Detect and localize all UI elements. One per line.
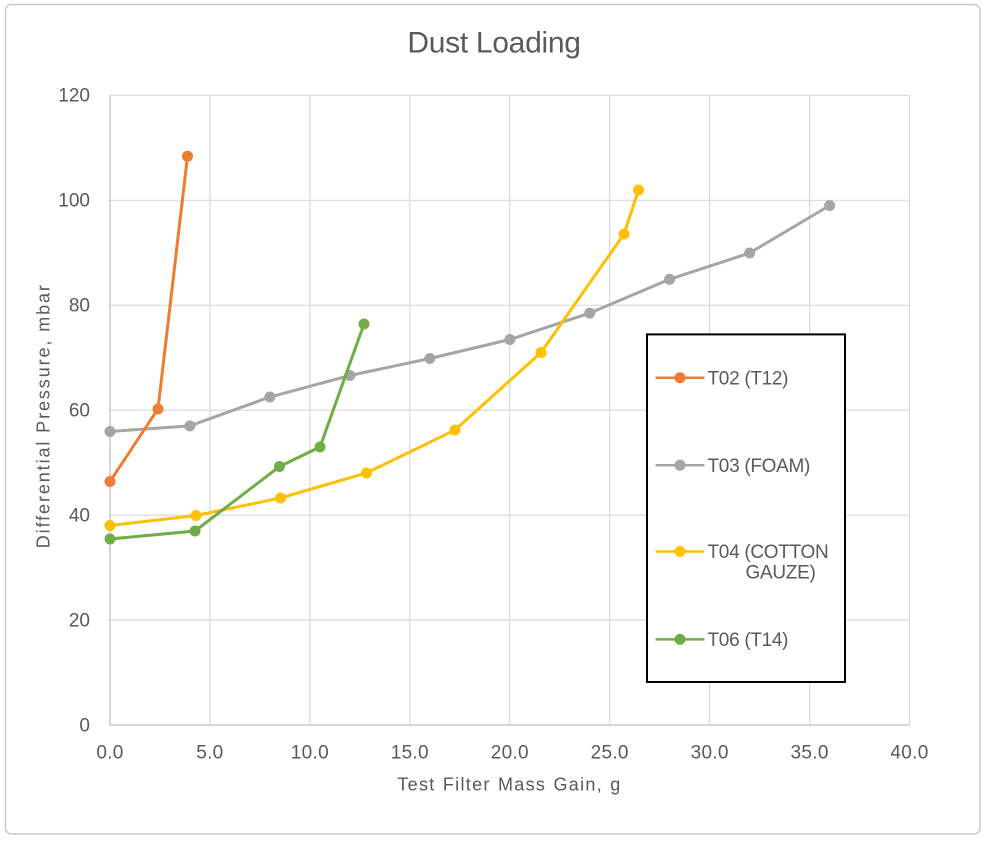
svg-text:20: 20 (69, 610, 90, 631)
svg-text:GAUZE): GAUZE) (746, 562, 816, 583)
svg-text:25.0: 25.0 (591, 742, 629, 763)
svg-text:Dust Loading: Dust Loading (407, 27, 580, 60)
svg-text:100: 100 (58, 191, 90, 212)
svg-text:5.0: 5.0 (196, 742, 223, 763)
svg-text:120: 120 (58, 86, 90, 107)
svg-text:0: 0 (79, 715, 90, 736)
svg-text:30.0: 30.0 (691, 742, 729, 763)
svg-text:Differential Pressure, mbar: Differential Pressure, mbar (34, 283, 54, 548)
svg-text:15.0: 15.0 (391, 742, 429, 763)
svg-text:T06 (T14): T06 (T14) (708, 630, 789, 651)
svg-text:0.0: 0.0 (96, 742, 123, 763)
svg-text:T04 (COTTON: T04 (COTTON (708, 542, 829, 563)
svg-text:40: 40 (69, 506, 90, 527)
svg-text:40.0: 40.0 (890, 742, 928, 763)
svg-text:20.0: 20.0 (491, 742, 529, 763)
svg-text:80: 80 (69, 296, 90, 317)
svg-text:35.0: 35.0 (791, 742, 829, 763)
svg-text:T03 (FOAM): T03 (FOAM) (708, 456, 811, 477)
svg-text:10.0: 10.0 (291, 742, 329, 763)
svg-text:T02 (T12): T02 (T12) (708, 368, 789, 389)
svg-text:60: 60 (69, 401, 90, 422)
svg-text:Test Filter Mass Gain, g: Test Filter Mass Gain, g (397, 775, 621, 795)
